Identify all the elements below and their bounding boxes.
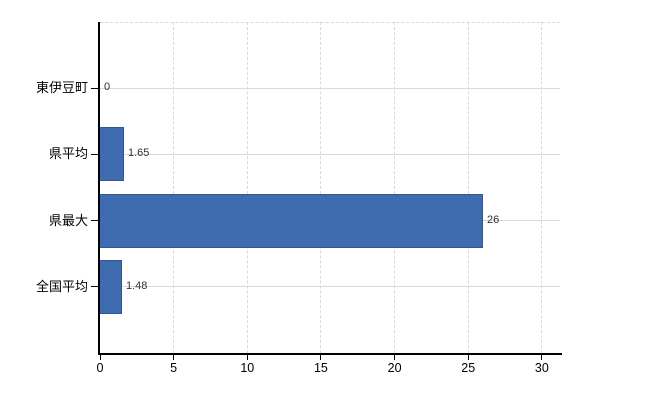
x-axis-tick xyxy=(173,355,175,360)
x-gridline xyxy=(173,22,175,353)
x-axis-tick xyxy=(320,355,322,360)
y-axis-label: 全国平均 xyxy=(35,278,88,294)
x-axis-tick xyxy=(467,355,469,360)
y-axis-tick xyxy=(91,286,98,288)
y-axis-tick xyxy=(91,87,98,89)
y-axis-line xyxy=(98,22,100,355)
x-axis-tick-label: 25 xyxy=(461,361,476,375)
bar xyxy=(100,127,124,182)
x-axis-tick xyxy=(99,355,101,360)
x-axis-tick-label: 5 xyxy=(170,361,178,375)
y-axis-label: 県平均 xyxy=(48,146,88,162)
y-gridline xyxy=(100,87,560,89)
bar-value-label: 1.65 xyxy=(128,147,150,160)
x-axis-line xyxy=(98,353,562,355)
x-gridline xyxy=(246,22,248,353)
bar-value-label: 26 xyxy=(487,213,500,226)
x-axis-tick-label: 0 xyxy=(96,361,104,375)
x-axis-tick-label: 30 xyxy=(534,361,549,375)
bar xyxy=(100,193,483,248)
x-axis-tick-label: 10 xyxy=(240,361,255,375)
plot-top-border xyxy=(100,22,560,23)
x-axis-tick xyxy=(394,355,396,360)
y-axis-tick xyxy=(91,153,98,155)
x-axis-tick xyxy=(246,355,248,360)
x-axis-tick xyxy=(541,355,543,360)
x-gridline xyxy=(394,22,396,353)
bar-value-label: 1.48 xyxy=(126,279,148,292)
x-axis-tick-label: 15 xyxy=(313,361,328,375)
x-gridline xyxy=(467,22,469,353)
y-gridline xyxy=(100,153,560,155)
y-axis-label: 東伊豆町 xyxy=(35,80,88,96)
bar xyxy=(100,259,122,314)
y-gridline xyxy=(100,286,560,288)
plot-area xyxy=(100,22,560,353)
x-axis-tick-label: 20 xyxy=(387,361,402,375)
bar-value-label: 0 xyxy=(104,81,111,94)
y-axis-label: 県最大 xyxy=(48,212,88,228)
x-gridline xyxy=(541,22,543,353)
x-gridline xyxy=(320,22,322,353)
y-axis-tick xyxy=(91,220,98,222)
